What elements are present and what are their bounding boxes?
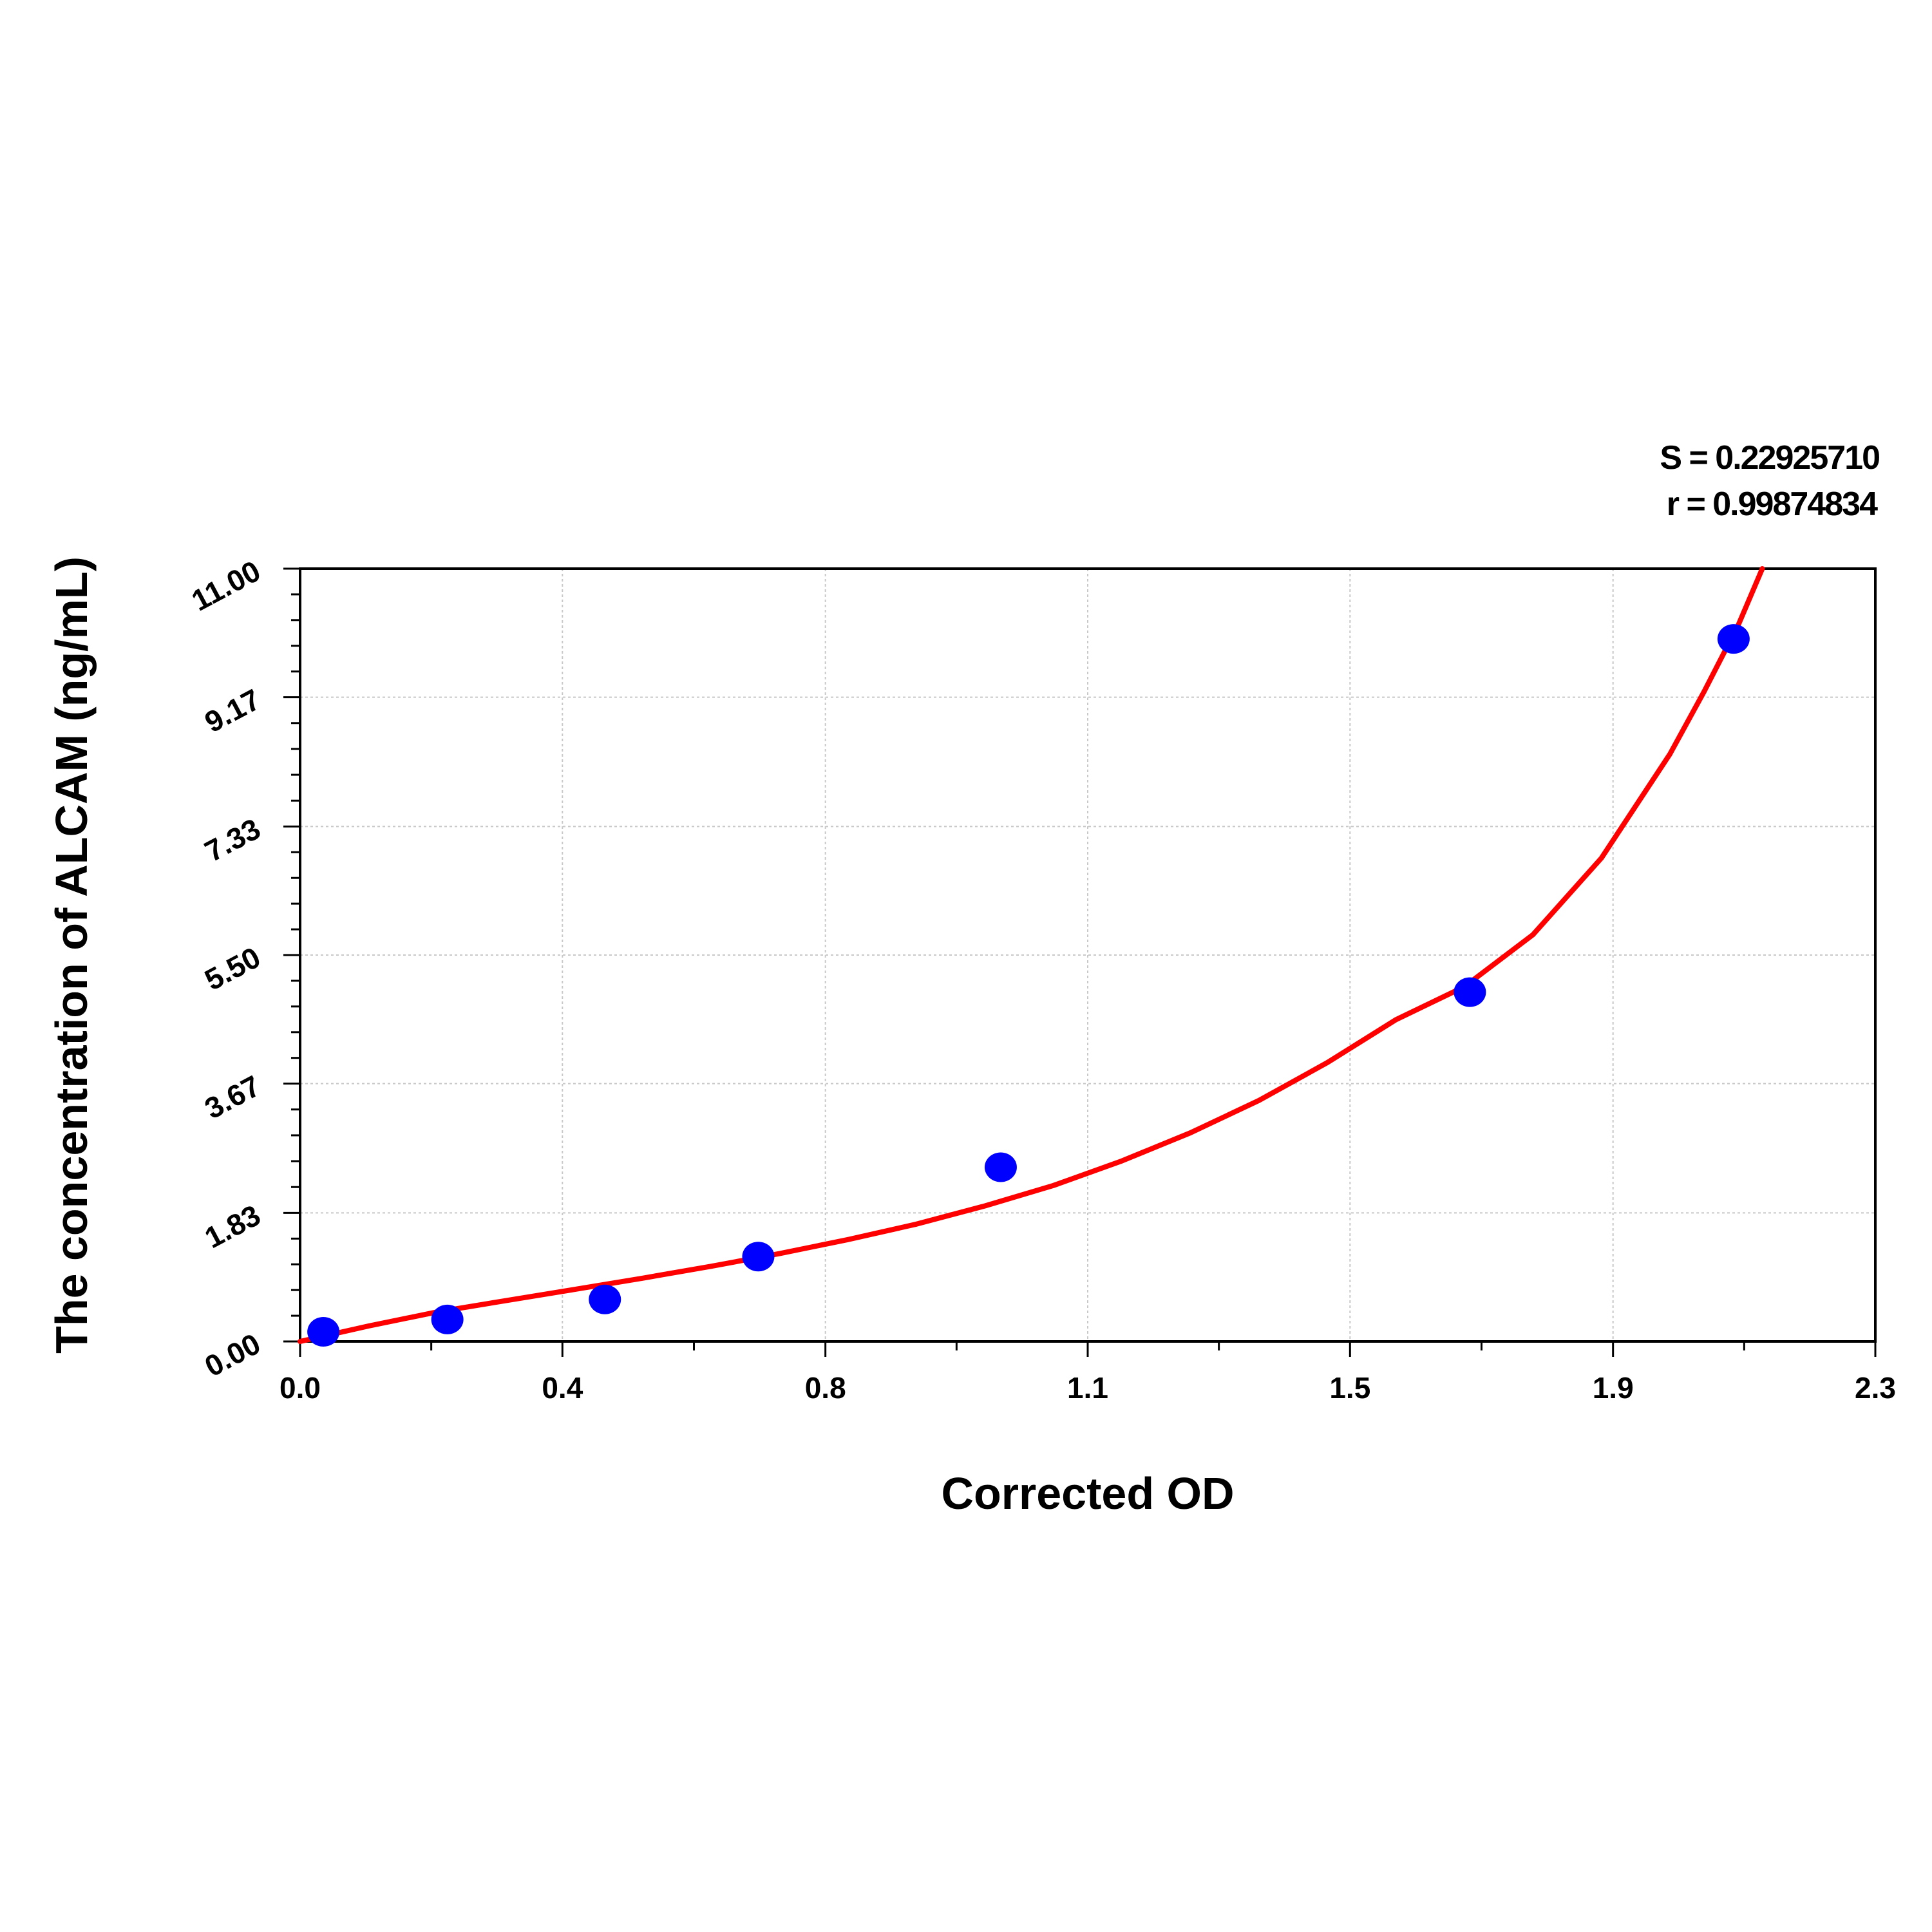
x-axis-title: Corrected OD — [941, 1468, 1234, 1519]
fit-curve-line — [298, 566, 1765, 1344]
x-tick-label: 0.8 — [805, 1371, 846, 1405]
y-axis-title: The concentration of ALCAM (ng/mL) — [46, 556, 97, 1354]
data-point — [1717, 624, 1750, 654]
data-point — [984, 1152, 1017, 1182]
x-tick-labels: 0.0 0.4 0.8 1.1 1.5 1.9 2.3 — [279, 1371, 1896, 1405]
x-tick-label: 1.1 — [1067, 1371, 1108, 1405]
x-tick-label: 2.3 — [1855, 1371, 1896, 1405]
data-point — [742, 1242, 775, 1272]
axis-ticks — [283, 567, 1877, 1357]
data-point — [431, 1304, 464, 1334]
fit-stat-r: r = 0.99874834 — [1667, 486, 1878, 523]
fit-stat-s: S = 0.22925710 — [1660, 439, 1879, 477]
data-point — [307, 1317, 340, 1347]
data-point — [1454, 977, 1486, 1007]
x-tick-label: 1.5 — [1329, 1371, 1370, 1405]
x-tick-label: 0.4 — [542, 1371, 583, 1405]
x-tick-label: 1.9 — [1593, 1371, 1634, 1405]
grid-lines — [300, 569, 1875, 1341]
x-tick-label: 0.0 — [279, 1371, 321, 1405]
data-points — [307, 624, 1750, 1347]
data-point — [589, 1284, 621, 1314]
